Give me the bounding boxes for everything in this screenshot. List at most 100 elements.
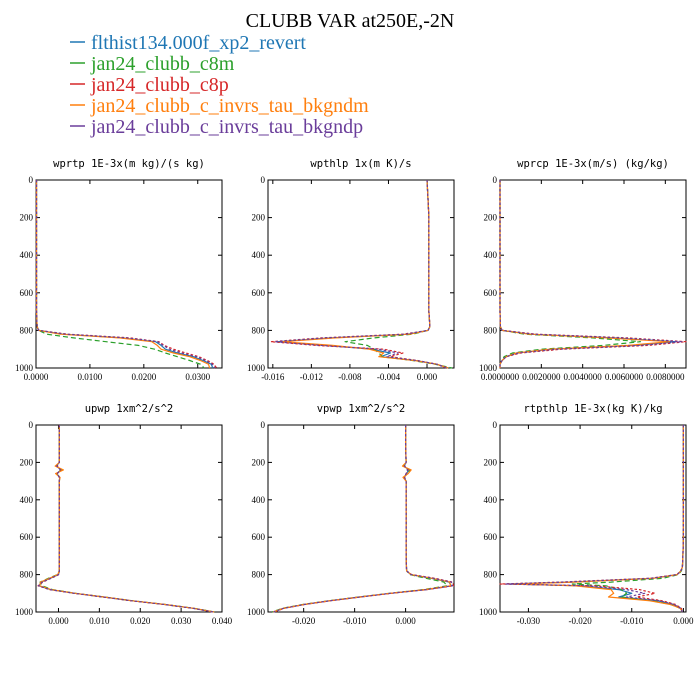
- legend-entry-1: flthist134.000f_xp2_revert: [70, 32, 306, 54]
- y-tick-label: 800: [20, 325, 34, 335]
- series-line: [499, 180, 642, 368]
- y-tick-label: 600: [20, 288, 34, 298]
- y-tick-label: 400: [252, 250, 266, 260]
- x-tick-label: 0.0300: [185, 372, 210, 382]
- x-tick-label: -0.020: [292, 616, 316, 626]
- plot-frame: [35, 424, 223, 613]
- x-tick-label: 0.0000000: [481, 372, 520, 382]
- x-tick-label: 0.0000: [24, 372, 49, 382]
- plot-frame: [267, 179, 455, 369]
- series-line: [35, 180, 218, 369]
- panel-wprcp: wprcp 1E-3x(m/s) (kg/kg) 0 200 400 600 800 10…: [479, 158, 687, 382]
- series-line: [272, 425, 451, 613]
- series-line: [35, 180, 211, 369]
- series-line: [35, 180, 205, 369]
- x-tick-label: 0.0100: [78, 372, 103, 382]
- legend-entry-4: jan24_clubb_c_invrs_tau_bkgndm: [70, 95, 369, 117]
- series-line: [507, 425, 685, 613]
- y-tick-label: 600: [252, 288, 266, 298]
- series-line: [35, 180, 216, 369]
- panel-title: upwp 1xm^2/s^2: [85, 403, 174, 415]
- x-tick-label: -0.004: [377, 372, 401, 382]
- panel-title: vpwp 1xm^2/s^2: [317, 403, 406, 415]
- figure-title: CLUBB VAR at250E,-2N: [246, 10, 455, 32]
- series-line: [35, 180, 214, 369]
- y-tick-label: 200: [20, 457, 34, 467]
- x-tick-label: 0.040: [212, 616, 233, 626]
- legend-entry-5: jan24_clubb_c_invrs_tau_bkgndp: [70, 116, 363, 138]
- x-tick-label: -0.016: [261, 372, 285, 382]
- y-tick-label: 0: [493, 175, 498, 185]
- legend-label-2: jan24_clubb_c8m: [90, 53, 235, 75]
- y-tick-label: 600: [484, 532, 498, 542]
- y-tick-label: 400: [484, 250, 498, 260]
- legend-label-3: jan24_clubb_c8p: [90, 74, 229, 96]
- series-line: [571, 425, 685, 613]
- series-line: [512, 425, 685, 613]
- legend-label-5: jan24_clubb_c_invrs_tau_bkgndp: [90, 116, 363, 138]
- x-tick-label: 0.030: [171, 616, 192, 626]
- series-line: [273, 425, 455, 613]
- plot-frame: [267, 424, 455, 613]
- x-tick-label: 0.010: [89, 616, 110, 626]
- y-tick-label: 600: [484, 288, 498, 298]
- y-tick-label: 1000: [247, 607, 266, 617]
- y-tick-label: 1000: [479, 607, 498, 617]
- panel-rtpthlp: rtpthlp 1E-3x(kg K)/kg 0 200 400 600 800 1000…: [479, 403, 694, 626]
- y-tick-label: 400: [20, 250, 34, 260]
- x-tick-label: 0.0200: [131, 372, 156, 382]
- y-tick-label: 0: [261, 175, 266, 185]
- y-tick-label: 800: [484, 325, 498, 335]
- y-tick-label: 800: [252, 325, 266, 335]
- y-tick-label: 400: [252, 495, 266, 505]
- y-tick-label: 1000: [247, 363, 266, 373]
- y-tick-label: 200: [484, 457, 498, 467]
- panel-title: wpthlp 1x(m K)/s: [310, 158, 411, 170]
- series-line: [499, 180, 683, 368]
- series-line: [38, 425, 214, 613]
- x-tick-label: 0.000: [48, 616, 69, 626]
- panel-title: wprtp 1E-3x(m kg)/(s kg): [53, 158, 205, 170]
- series-line: [37, 425, 214, 613]
- y-tick-label: 1000: [479, 363, 498, 373]
- panel-title: rtpthlp 1E-3x(kg K)/kg: [523, 403, 662, 415]
- x-tick-label: -0.020: [568, 616, 592, 626]
- y-tick-label: 0: [261, 420, 266, 430]
- series-line: [271, 425, 448, 613]
- x-tick-label: 0.020: [130, 616, 151, 626]
- series-line: [274, 179, 448, 369]
- x-tick-label: -0.010: [620, 616, 644, 626]
- y-tick-label: 400: [484, 495, 498, 505]
- series-line: [272, 425, 453, 613]
- series-line: [344, 179, 453, 369]
- legend-entry-2: jan24_clubb_c8m: [70, 53, 235, 75]
- x-tick-label: 0.0060000: [605, 372, 644, 382]
- x-tick-label: 0.000: [395, 616, 416, 626]
- plot-frame: [35, 179, 223, 369]
- y-tick-label: 0: [29, 420, 34, 430]
- series-line: [504, 425, 685, 613]
- x-tick-label: -0.008: [338, 372, 362, 382]
- y-tick-label: 400: [20, 495, 34, 505]
- series-line: [39, 425, 215, 613]
- y-tick-label: 200: [20, 213, 34, 223]
- y-tick-label: 800: [20, 570, 34, 580]
- panel-vpwp: vpwp 1xm^2/s^2 0 200 400 600 800 1000 -0.020 -0…: [247, 403, 455, 626]
- x-tick-label: 0.0080000: [646, 372, 685, 382]
- series-line: [273, 425, 454, 613]
- legend-label-4: jan24_clubb_c_invrs_tau_bkgndm: [90, 95, 369, 117]
- plot-frame: [499, 424, 687, 613]
- panel-wpthlp: wpthlp 1x(m K)/s 0 200 400 600 800 1000-0.016…: [247, 158, 455, 382]
- x-tick-label: 0.0020000: [522, 372, 561, 382]
- y-tick-label: 1000: [15, 363, 34, 373]
- x-tick-label: 0.000: [673, 616, 694, 626]
- y-tick-label: 0: [29, 175, 34, 185]
- y-tick-label: 800: [484, 570, 498, 580]
- y-tick-label: 600: [20, 532, 34, 542]
- y-tick-label: 200: [252, 213, 266, 223]
- y-tick-label: 200: [484, 213, 498, 223]
- x-tick-label: 0.0040000: [564, 372, 603, 382]
- panel-wprtp: wprtp 1E-3x(m kg)/(s kg) 0 200 400 600 800 10…: [15, 158, 223, 382]
- panel-upwp: upwp 1xm^2/s^2 0 200 400 600 800 1000 0.000 0.0…: [15, 403, 233, 626]
